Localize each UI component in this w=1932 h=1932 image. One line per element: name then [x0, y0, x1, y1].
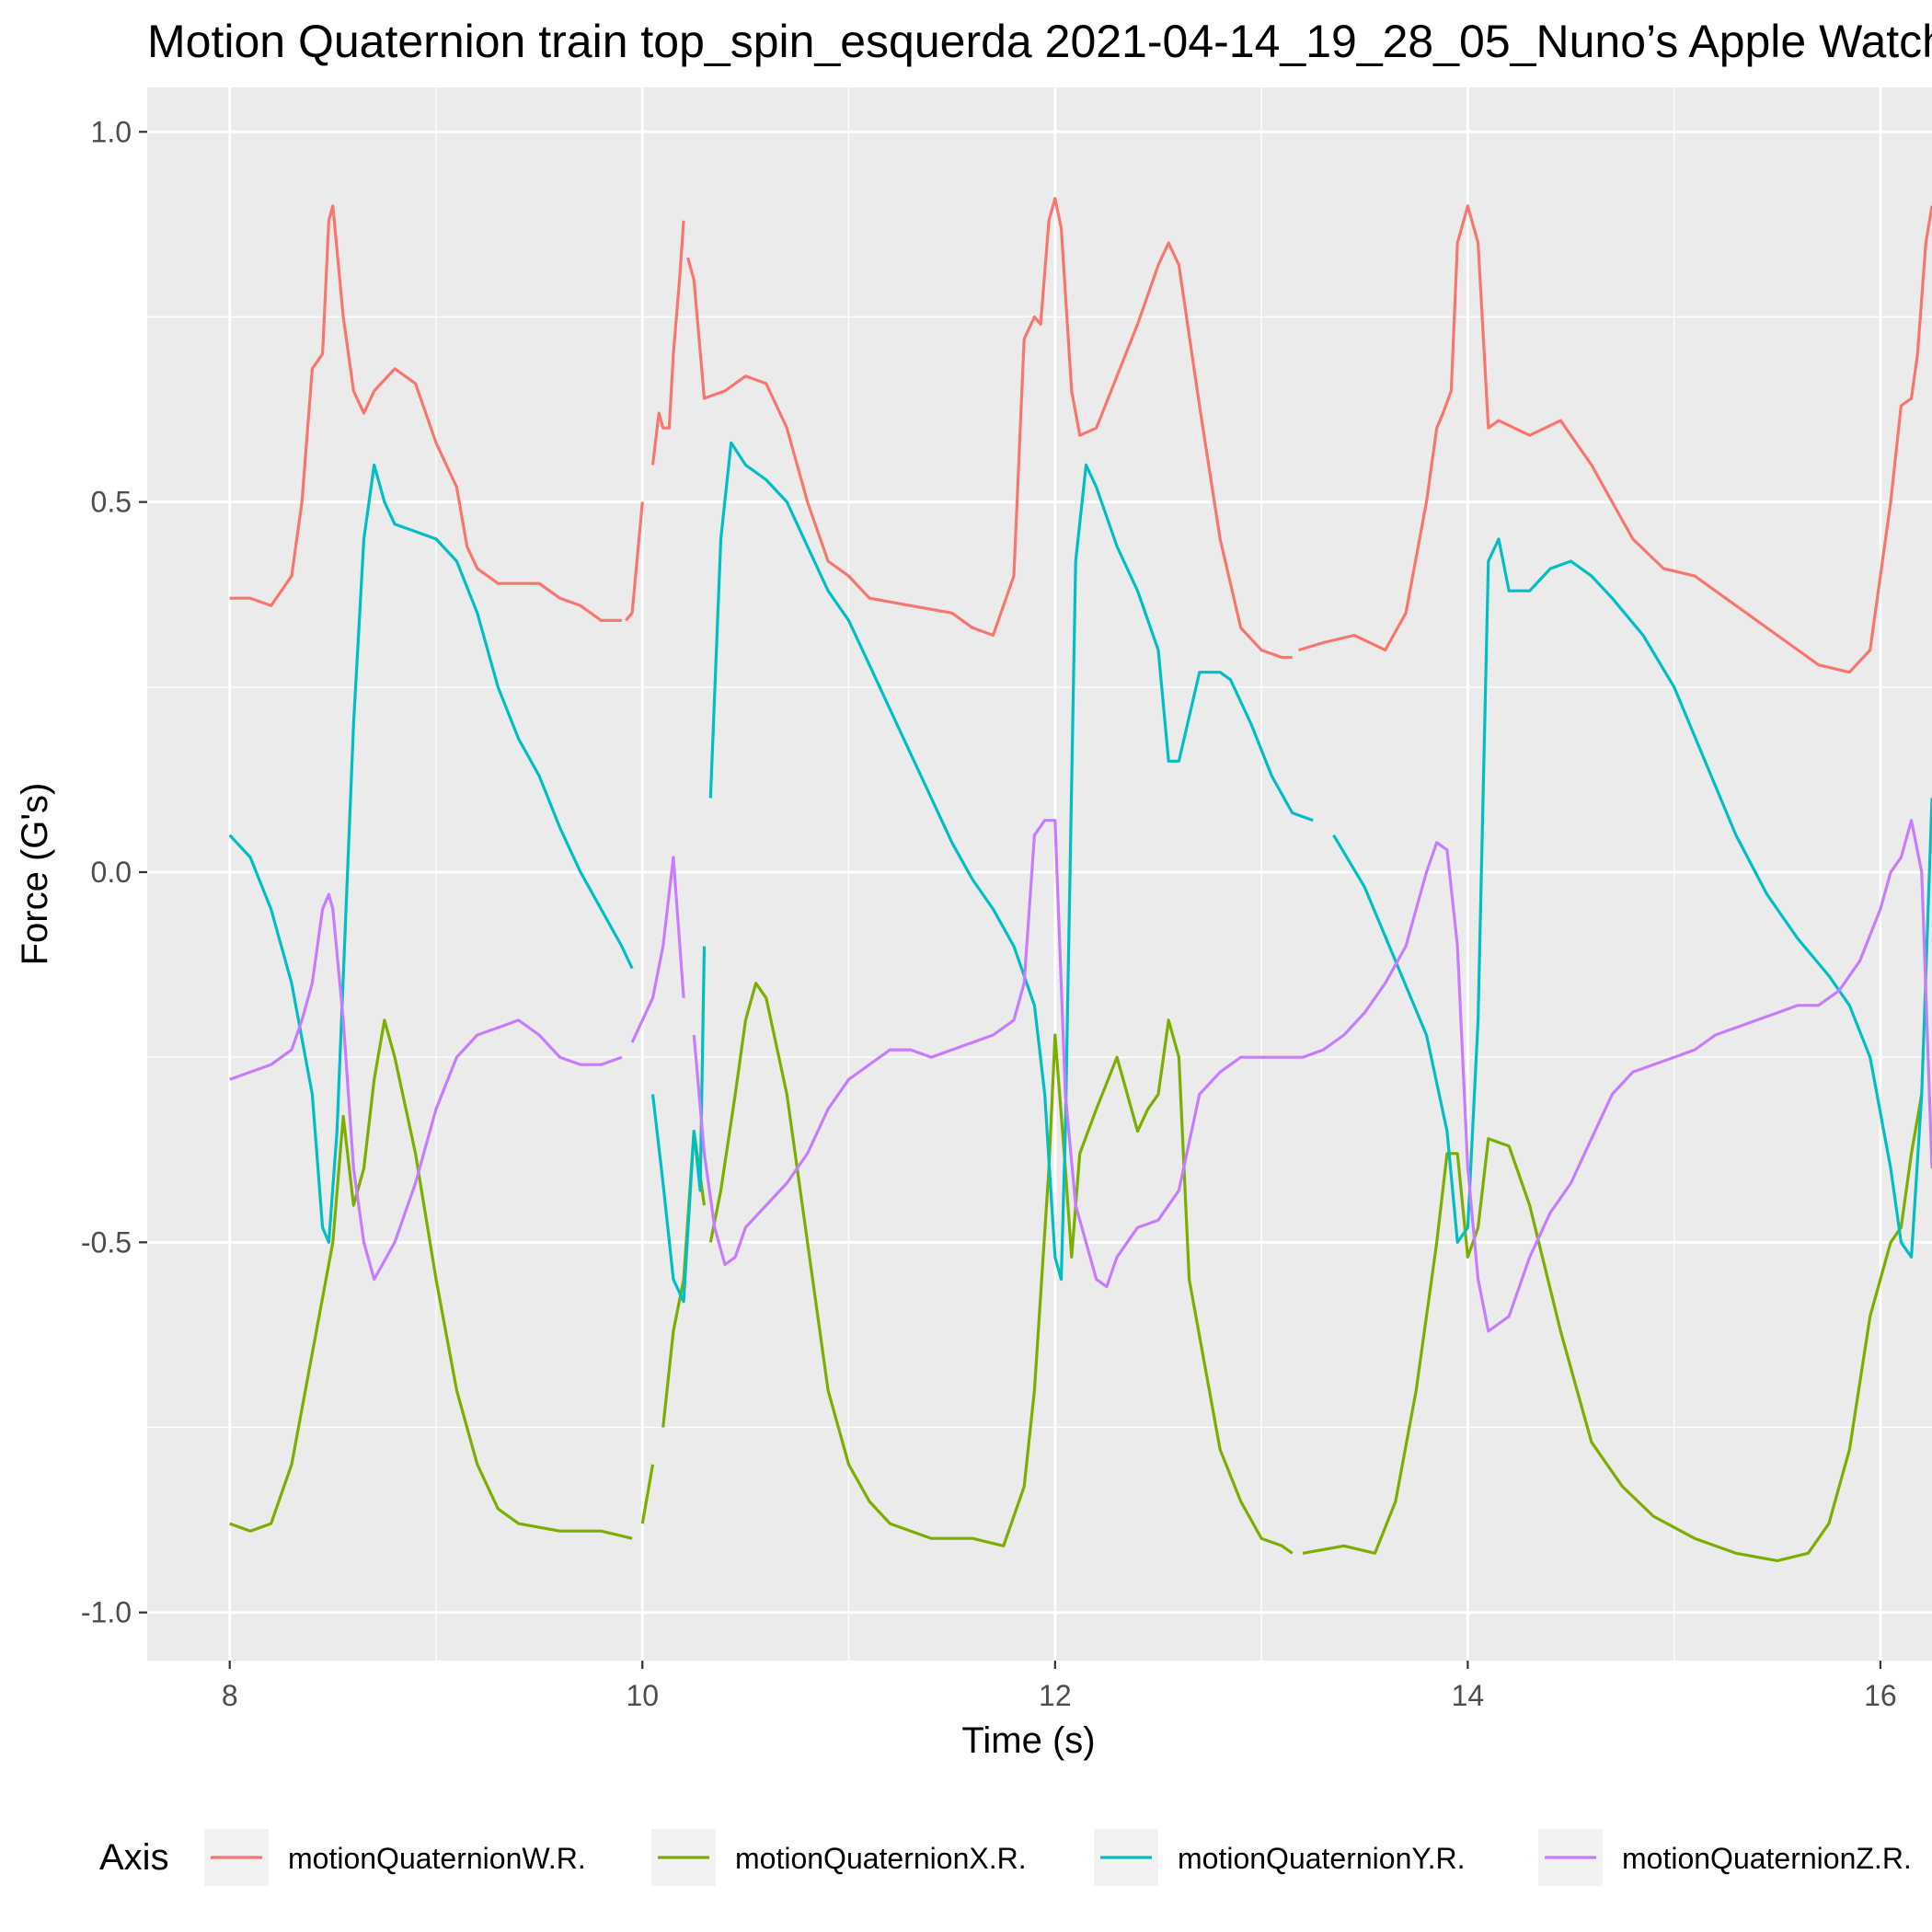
legend: Axis motionQuaternionW.R. motionQuaternio…	[99, 1829, 1912, 1886]
x-axis: 8 10 12 14 16	[222, 1661, 1897, 1712]
y-tick-label: 0.5	[91, 486, 132, 519]
y-tick-label: -1.0	[81, 1596, 132, 1629]
y-axis-title: Force (G's)	[15, 783, 55, 966]
plot-panel	[147, 87, 1932, 1661]
legend-label: motionQuaternionW.R.	[288, 1842, 586, 1875]
x-axis-title: Time (s)	[961, 1720, 1095, 1761]
x-tick-label: 14	[1452, 1679, 1485, 1712]
y-tick-label: 0.0	[91, 856, 132, 889]
major-gridlines	[147, 87, 1932, 1661]
y-tick-label: -0.5	[81, 1225, 132, 1259]
legend-label: motionQuaternionY.R.	[1178, 1842, 1465, 1875]
series-lines	[228, 197, 1932, 1562]
minor-gridlines	[147, 87, 1932, 1661]
series-line-3	[229, 819, 1932, 1333]
series-line-0	[229, 197, 1932, 674]
y-axis: 1.0 0.5 0.0 -0.5 -1.0	[81, 115, 147, 1629]
x-tick-label: 8	[222, 1679, 238, 1712]
chart-title: Motion Quaternion train top_spin_esquerd…	[147, 16, 1932, 67]
x-tick-label: 16	[1864, 1679, 1897, 1712]
legend-label: motionQuaternionZ.R.	[1622, 1842, 1912, 1875]
legend-label: motionQuaternionX.R.	[735, 1842, 1027, 1875]
series-line-2	[228, 441, 1932, 1304]
x-tick-label: 10	[626, 1679, 659, 1712]
y-tick-label: 1.0	[91, 115, 132, 148]
legend-title: Axis	[99, 1837, 169, 1878]
x-tick-label: 12	[1039, 1679, 1072, 1712]
